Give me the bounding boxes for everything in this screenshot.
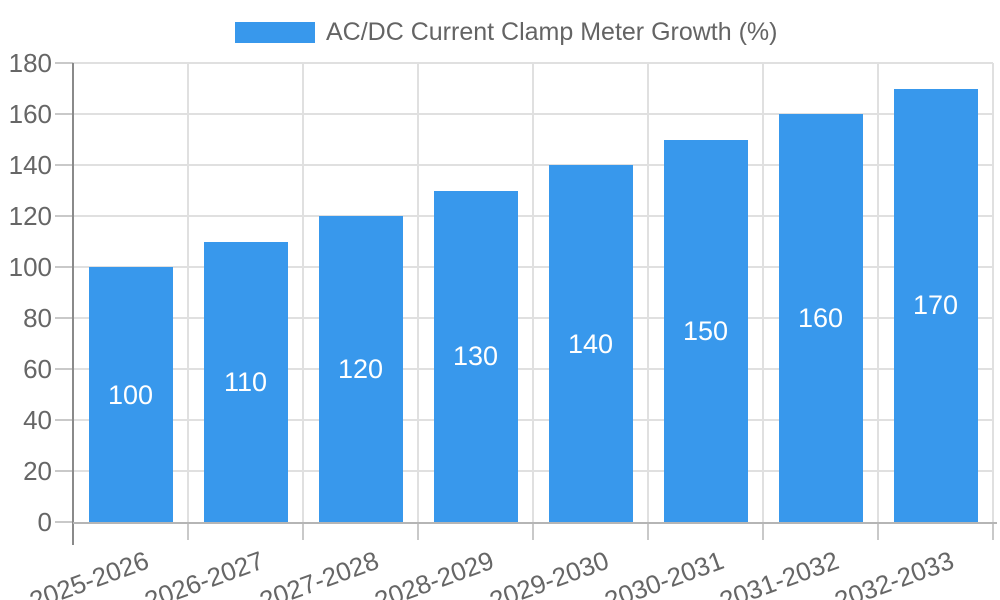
bar-value-label: 140 <box>567 328 614 359</box>
x-axis-label: 2032-2033 <box>830 545 958 600</box>
x-axis-label: 2026-2027 <box>140 545 268 600</box>
gridline-vertical <box>417 63 419 522</box>
x-tick-mark <box>302 522 304 540</box>
legend-label: AC/DC Current Clamp Meter Growth (%) <box>326 18 778 46</box>
x-tick-mark <box>762 522 764 540</box>
bar[interactable]: 110 <box>203 241 288 522</box>
bar[interactable]: 150 <box>663 139 748 522</box>
bar-value-label: 110 <box>223 366 268 397</box>
y-tick-mark <box>55 470 73 472</box>
y-tick-label: 20 <box>23 456 52 486</box>
x-axis-label: 2025-2026 <box>25 545 153 600</box>
y-tick-label: 60 <box>23 354 52 384</box>
x-axis-label: 2029-2030 <box>485 545 613 600</box>
x-axis-label: 2030-2031 <box>600 545 728 600</box>
bar[interactable]: 160 <box>778 114 863 522</box>
y-tick-label: 100 <box>8 252 52 282</box>
chart-legend[interactable]: AC/DC Current Clamp Meter Growth (%) <box>235 20 777 45</box>
x-axis-label: 2028-2029 <box>370 545 498 600</box>
gridline-vertical <box>992 63 994 522</box>
x-tick-mark <box>647 522 649 540</box>
bar-value-label: 170 <box>912 290 959 321</box>
y-tick-mark <box>55 419 73 421</box>
y-tick-label: 120 <box>8 201 52 231</box>
bar[interactable]: 100 <box>88 267 173 522</box>
bar-value-label: 100 <box>107 379 154 410</box>
gridline-vertical <box>877 63 879 522</box>
gridline-vertical <box>647 63 649 522</box>
gridline-vertical <box>532 63 534 522</box>
gridline-vertical <box>762 63 764 522</box>
plot-area: 100 110 120 130 140 150 160 170 <box>73 62 994 522</box>
y-tick-mark <box>55 62 73 64</box>
bar[interactable]: 170 <box>893 88 978 522</box>
x-tick-mark <box>532 522 534 540</box>
y-tick-label: 140 <box>8 150 52 180</box>
y-tick-mark <box>55 164 73 166</box>
y-tick-label: 0 <box>37 507 52 537</box>
gridline-vertical <box>187 63 189 522</box>
y-tick-mark <box>55 113 73 115</box>
y-tick-label: 180 <box>8 48 52 78</box>
x-tick-mark <box>877 522 879 540</box>
x-tick-mark <box>187 522 189 540</box>
x-tick-mark <box>417 522 419 540</box>
x-axis-label: 2031-2032 <box>715 545 843 600</box>
y-tick-mark <box>55 215 73 217</box>
y-tick-label: 80 <box>23 303 52 333</box>
y-axis-line <box>72 63 74 545</box>
x-tick-mark <box>992 522 994 540</box>
y-tick-mark <box>55 521 73 523</box>
bar-value-label: 160 <box>797 303 844 333</box>
bar-value-label: 150 <box>682 315 729 346</box>
legend-swatch <box>235 22 315 43</box>
y-tick-mark <box>55 368 73 370</box>
x-axis-label: 2027-2028 <box>255 545 383 600</box>
gridline-vertical <box>302 63 304 522</box>
gridline-horizontal <box>73 62 993 64</box>
x-axis-line <box>73 522 997 524</box>
y-tick-mark <box>55 266 73 268</box>
y-tick-label: 160 <box>8 99 52 129</box>
bar[interactable]: 140 <box>548 165 633 522</box>
bar-value-label: 130 <box>452 341 499 372</box>
bar[interactable]: 120 <box>318 216 403 522</box>
y-tick-label: 40 <box>23 405 52 435</box>
bar-value-label: 120 <box>337 354 384 384</box>
bar[interactable]: 130 <box>433 190 518 522</box>
y-tick-mark <box>55 317 73 319</box>
